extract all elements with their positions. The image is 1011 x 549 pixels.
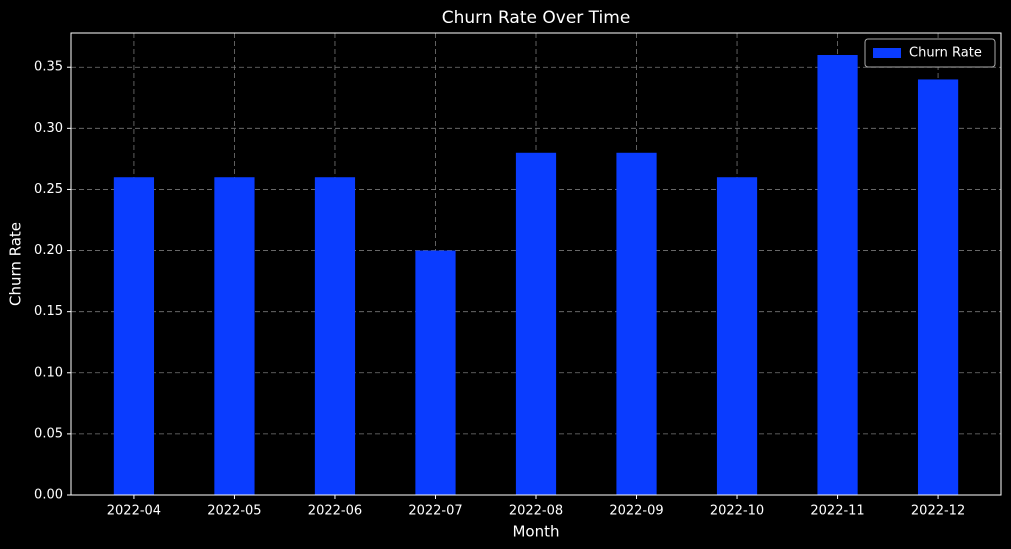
plot-frame xyxy=(70,32,1002,496)
bar xyxy=(616,152,657,495)
x-axis-label: Month xyxy=(512,523,559,541)
legend: Churn Rate xyxy=(864,38,996,68)
chart-title: Churn Rate Over Time xyxy=(442,8,631,28)
bar xyxy=(917,79,959,495)
legend-label: Churn Rate xyxy=(909,46,982,61)
bar xyxy=(113,177,155,495)
bar xyxy=(415,250,456,495)
y-tick-label: 0.25 xyxy=(34,182,63,197)
y-tick-label: 0.30 xyxy=(34,121,63,136)
x-tick-label: 2022-05 xyxy=(207,504,261,519)
x-tick-label: 2022-06 xyxy=(308,504,362,519)
bar xyxy=(817,55,858,495)
y-tick-label: 0.00 xyxy=(34,488,63,503)
legend-box xyxy=(864,38,996,68)
bar xyxy=(314,177,356,495)
bar xyxy=(716,177,758,495)
bar xyxy=(515,152,557,495)
x-tick-label: 2022-07 xyxy=(408,504,462,519)
y-tick-label: 0.20 xyxy=(34,243,63,258)
y-tick-label: 0.35 xyxy=(34,60,63,75)
x-tick-label: 2022-09 xyxy=(609,504,663,519)
y-tick-label: 0.10 xyxy=(34,365,63,380)
x-tick-label: 2022-08 xyxy=(509,504,563,519)
x-tick-label: 2022-10 xyxy=(710,504,764,519)
bar xyxy=(214,177,255,495)
y-axis-label: Churn Rate xyxy=(7,222,25,306)
x-tick-label: 2022-12 xyxy=(911,504,965,519)
y-tick-label: 0.05 xyxy=(34,426,63,441)
x-tick-label: 2022-04 xyxy=(107,504,161,519)
legend-swatch xyxy=(873,48,901,58)
x-tick-label: 2022-11 xyxy=(810,504,864,519)
y-tick-label: 0.15 xyxy=(34,304,63,319)
